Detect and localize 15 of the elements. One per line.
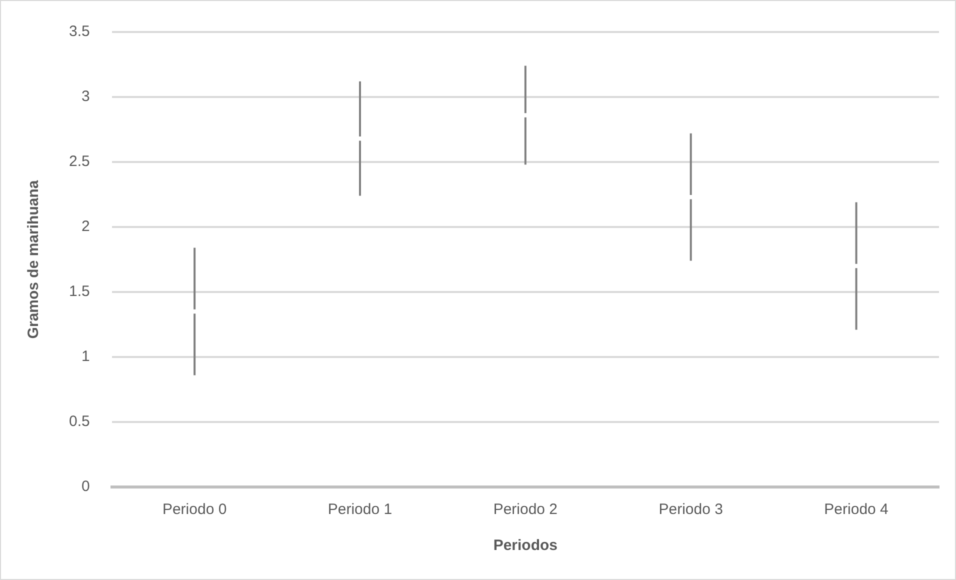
y-tick-label: 2.5	[68, 153, 90, 170]
y-tick-label: 1	[82, 348, 90, 366]
x-tick-label: Periodo 1	[328, 501, 392, 518]
x-tick-label: Periodo 0	[162, 501, 227, 518]
y-tick-label: 3.5	[68, 23, 90, 40]
y-tick-label: 3	[82, 88, 90, 106]
y-tick-label: 1.5	[68, 283, 90, 300]
x-tick-label: Periodo 3	[658, 501, 723, 518]
x-axis-title: Periodos	[493, 537, 558, 554]
x-tick-label: Periodo 2	[493, 501, 558, 518]
y-tick-label: 0.5	[68, 413, 90, 430]
x-tick-label: Periodo 4	[824, 501, 888, 518]
y-tick-label: 0	[82, 478, 90, 496]
y-tick-label: 2	[82, 218, 90, 236]
y-axis-title: Gramos de marihuana	[25, 180, 42, 339]
